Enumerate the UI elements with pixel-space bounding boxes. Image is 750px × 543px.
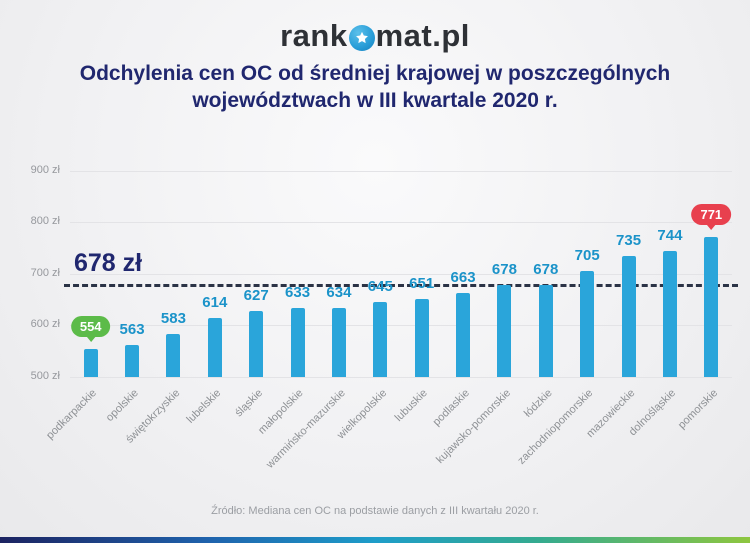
logo: rank mat.pl xyxy=(0,18,750,54)
bar-dolnośląskie xyxy=(662,251,677,377)
bar-group-opolskie: 563 opolskie xyxy=(104,150,152,425)
bar-value-label: 663 xyxy=(450,268,476,286)
y-axis-tick-600: 600 zł xyxy=(30,318,60,331)
bar-group-podkarpackie: 554 podkarpackie xyxy=(44,150,111,442)
bar-group-lubuskie: 651 lubuskie xyxy=(393,150,442,424)
x-axis-label-pomorskie: pomorskie xyxy=(675,387,720,432)
bar-kujawsko-pomorskie xyxy=(497,285,512,377)
source-note: Źródło: Mediana cen OC na podstawie dany… xyxy=(211,505,539,517)
x-axis-label-warmińsko-mazurskie: warmińsko-mazurskie xyxy=(263,387,348,471)
bar-łódzkie xyxy=(538,285,553,377)
x-axis-label-lubuskie: lubuskie xyxy=(393,387,431,425)
gridline-500 xyxy=(70,377,732,378)
bar-value-label: 705 xyxy=(574,247,600,265)
x-axis-label-podkarpackie: podkarpackie xyxy=(44,387,100,442)
bar-value-label: 645 xyxy=(367,278,393,296)
bar-group-warmińsko-mazurskie: 634 warmińsko-mazurskie xyxy=(264,150,359,471)
x-axis-label-lubelskie: lubelskie xyxy=(184,387,224,426)
bar-value-label: 634 xyxy=(326,283,352,301)
bar-group-kujawsko-pomorskie: 678 kujawsko-pomorskie xyxy=(434,150,525,466)
badge-tail xyxy=(85,336,96,343)
x-axis-label-zachodniopomorskie: zachodniopomorskie xyxy=(515,387,596,467)
bar-value-label: 678 xyxy=(491,261,517,279)
star-circle-icon xyxy=(348,24,375,51)
bar-value-label: 678 xyxy=(533,261,559,279)
bar-group-pomorskie: 771 pomorskie xyxy=(675,150,732,431)
gridline-800 xyxy=(70,222,732,224)
page-title-line2: województwach w III kwartale 2020 r. xyxy=(192,89,558,112)
bar-value-label: 744 xyxy=(657,227,683,245)
page-title-line1: Odchylenia cen OC od średniej krajowej w… xyxy=(79,62,671,85)
logo-text-suffix: mat.pl xyxy=(375,18,470,53)
bar-value-label: 563 xyxy=(119,320,145,338)
y-axis-tick-800: 800 zł xyxy=(30,215,60,228)
gridline-900 xyxy=(70,170,732,172)
y-axis-tick-700: 700 zł xyxy=(30,266,60,279)
brand-gradient-bar xyxy=(0,537,750,543)
bar-lubelskie xyxy=(207,318,222,377)
bar-group-dolnośląskie: 744 dolnośląskie xyxy=(627,150,690,438)
bar-group-podlaskie: 663 podlaskie xyxy=(430,150,483,428)
plot-area: 554 podkarpackie 563 opolskie 583 świętokrzys… xyxy=(44,150,732,471)
bar-group-lubelskie: 614 lubelskie xyxy=(185,150,235,426)
bar-śląskie xyxy=(249,311,264,377)
bar-podlaskie xyxy=(456,292,471,377)
bar-zachodniopomorskie xyxy=(580,271,595,377)
logo-text-prefix: rank xyxy=(280,18,348,53)
bar-pomorskie xyxy=(704,237,719,377)
bar-małopolskie xyxy=(290,308,305,377)
bar-group-śląskie: 627 śląskie xyxy=(232,150,277,419)
y-axis-tick-500: 500 zł xyxy=(30,370,60,382)
bar-group-zachodniopomorskie: 705 zachodniopomorskie xyxy=(516,150,608,467)
gridline-600 xyxy=(70,325,732,327)
x-axis-label-śląskie: śląskie xyxy=(232,387,265,420)
x-axis-label-opolskie: opolskie xyxy=(103,387,141,425)
y-axis-tick-900: 900 zł xyxy=(30,163,60,176)
bar-value-label: 583 xyxy=(160,310,186,328)
bar-value-label: 614 xyxy=(202,294,228,312)
x-axis-label-kujawsko-pomorskie: kujawsko-pomorskie xyxy=(433,387,513,466)
average-label: 678 zł xyxy=(74,249,143,278)
bar-podkarpackie xyxy=(83,349,98,377)
bar-mazowieckie xyxy=(621,255,636,377)
page-title: Odchylenia cen OC od średniej krajowej w… xyxy=(0,60,750,114)
gridline-700 xyxy=(70,273,732,275)
bar-chart: 678 zł 554 podkarpackie 563 opolskie 583 świę… xyxy=(0,150,750,495)
bar-lubuskie xyxy=(414,299,429,377)
bar-group-mazowieckie: 735 mazowieckie xyxy=(584,150,649,440)
x-axis-label-podlaskie: podlaskie xyxy=(430,387,472,429)
bar-warmińsko-mazurskie xyxy=(331,307,346,377)
bar-group-wielkopolskie: 645 wielkopolskie xyxy=(334,150,401,441)
bar-group-świętokrzyskie: 583 świętokrzyskie xyxy=(123,150,194,445)
bar-opolskie xyxy=(125,344,140,377)
average-line xyxy=(64,283,738,287)
bar-value-label: 633 xyxy=(285,284,311,302)
x-axis-label-łódzkie: łódzkie xyxy=(521,387,555,420)
min-value-badge: 554 xyxy=(70,316,111,343)
bar-value-label: 627 xyxy=(243,287,269,305)
bar-group-małopolskie: 633 małopolskie xyxy=(256,150,318,436)
bar-świętokrzyskie xyxy=(166,334,181,377)
bar-group-łódzkie: 678 łódzkie xyxy=(522,150,566,420)
badge-tail xyxy=(706,224,717,231)
star-icon xyxy=(355,31,368,43)
max-value-badge: 771 xyxy=(691,204,732,231)
bar-value-label: 651 xyxy=(409,275,435,293)
bar-value-label: 735 xyxy=(616,231,642,249)
bar-wielkopolskie xyxy=(373,302,388,377)
